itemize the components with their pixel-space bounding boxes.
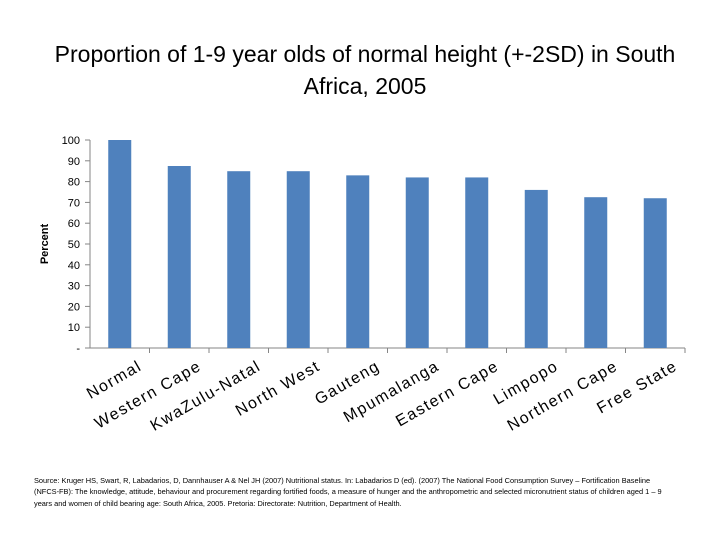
y-tick-label: - [76,343,80,355]
bar [405,177,429,348]
bar [286,171,310,348]
bar [524,189,548,348]
y-tick-label: 20 [68,301,80,313]
bar [108,140,132,348]
y-tick-label: 100 [62,135,80,147]
x-tick-label: Eastern Cape [393,358,502,431]
chart-title: Proportion of 1-9 year olds of normal he… [54,41,676,99]
y-tick-label: 70 [68,197,80,209]
bar [465,177,489,348]
bar [346,175,370,348]
y-tick-label: 60 [68,218,80,230]
y-tick-label: 30 [68,281,80,293]
y-tick-label: 50 [68,239,80,251]
y-tick-label: 90 [68,156,80,168]
source-citation: Source: Kruger HS, Swart, R, Labadarios,… [34,476,662,508]
y-tick-label: 10 [68,322,80,334]
y-tick-label: 40 [68,260,80,272]
bar [227,171,251,348]
bar [584,197,608,348]
bar [643,198,667,348]
bar [167,166,191,348]
y-tick-label: 80 [68,177,80,189]
y-axis-label: Percent [39,223,51,264]
